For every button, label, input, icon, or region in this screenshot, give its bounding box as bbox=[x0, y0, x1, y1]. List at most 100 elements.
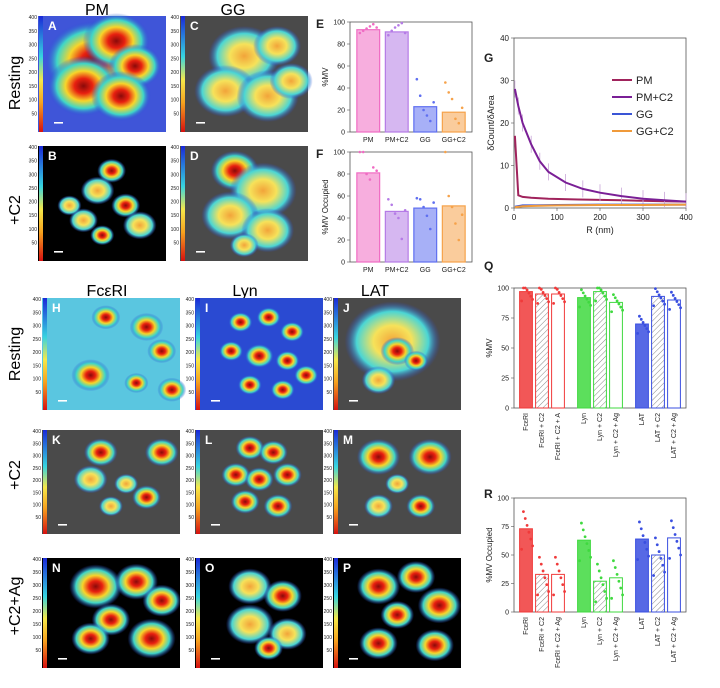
data-point bbox=[617, 579, 621, 583]
data-point bbox=[612, 559, 615, 563]
bar-fill bbox=[635, 539, 649, 612]
panel-letter: N bbox=[52, 561, 61, 575]
colorbar-tick: 250 bbox=[171, 186, 180, 192]
data-point bbox=[418, 94, 422, 97]
scale-bar bbox=[349, 524, 358, 526]
data-point bbox=[641, 321, 645, 324]
heatmap-cluster bbox=[356, 568, 401, 605]
colorbar-tick: 150 bbox=[324, 363, 333, 369]
data-point bbox=[400, 237, 404, 241]
data-point bbox=[645, 327, 649, 331]
x-tick-label: PM+C2 bbox=[385, 267, 409, 274]
colorbar bbox=[43, 558, 47, 668]
colorbar-tick: 400 bbox=[324, 429, 333, 435]
colorbar-tick: 400 bbox=[33, 429, 42, 435]
colorbar-tick: 100 bbox=[324, 377, 333, 383]
bar bbox=[667, 299, 681, 409]
colorbar-tick: 50 bbox=[31, 240, 37, 246]
heatmap-panel-b: 400 350 300 250 200 150 100 50 B bbox=[29, 145, 166, 261]
data-point bbox=[454, 222, 457, 225]
plot-frame bbox=[349, 151, 473, 263]
heatmap-cluster bbox=[244, 467, 274, 492]
colorbar-tick: 300 bbox=[33, 454, 42, 460]
data-point bbox=[454, 117, 457, 121]
colorbar-tick: 150 bbox=[324, 622, 333, 628]
heatmap-cluster bbox=[90, 225, 115, 246]
scale-bar bbox=[349, 658, 358, 660]
panel-letter: P bbox=[343, 561, 351, 575]
data-point bbox=[561, 297, 565, 301]
data-point bbox=[552, 301, 555, 305]
data-point bbox=[365, 27, 368, 30]
x-tick-label: LAT + C2 + Ag bbox=[671, 413, 678, 458]
data-point bbox=[450, 97, 454, 101]
panel-letter: K bbox=[52, 433, 61, 447]
heatmap-cluster bbox=[219, 341, 244, 362]
x-tick-label: Lyn bbox=[581, 617, 588, 628]
data-point bbox=[371, 22, 375, 26]
bar bbox=[609, 577, 623, 613]
colorbar bbox=[43, 298, 47, 410]
row-label-resting-bottom: Resting bbox=[7, 327, 24, 381]
heatmap-cluster bbox=[111, 193, 141, 218]
heatmap-cluster bbox=[147, 339, 177, 364]
data-point bbox=[371, 166, 375, 169]
heatmap-cluster bbox=[91, 305, 121, 330]
data-point bbox=[619, 305, 623, 309]
colorbar-tick: 400 bbox=[324, 557, 333, 563]
heatmap-cluster bbox=[142, 584, 181, 617]
data-point bbox=[597, 569, 601, 573]
scale-bar bbox=[54, 251, 63, 253]
panel-letter: M bbox=[343, 433, 353, 447]
bar-fill bbox=[635, 324, 649, 408]
bar bbox=[413, 106, 438, 133]
y-tick-label: 0 bbox=[341, 260, 345, 267]
data-point bbox=[605, 298, 608, 301]
data-point bbox=[639, 317, 643, 321]
data-point bbox=[673, 533, 677, 536]
data-point bbox=[563, 590, 566, 593]
data-point bbox=[652, 304, 655, 308]
colorbar-tick: 100 bbox=[186, 503, 195, 509]
data-point bbox=[415, 77, 419, 81]
data-point bbox=[661, 299, 665, 303]
heatmap-cluster bbox=[127, 618, 176, 659]
y-axis-label: %MV bbox=[321, 67, 330, 87]
x-tick-label: 200 bbox=[593, 213, 607, 222]
x-tick-label: FcεRI + C2 bbox=[539, 413, 546, 448]
colorbar-tick: 350 bbox=[324, 310, 333, 316]
heatmap-cluster bbox=[91, 71, 151, 121]
colorbar-tick: 200 bbox=[29, 200, 38, 206]
data-point bbox=[520, 547, 523, 551]
heatmap-panel-l: 400 350 300 250 200 150 100 50 L bbox=[186, 429, 323, 534]
bar bbox=[535, 293, 549, 409]
data-point bbox=[659, 557, 663, 560]
colorbar-tick: 100 bbox=[29, 227, 38, 233]
heatmap-cluster bbox=[396, 560, 436, 593]
row-label-c2-bottom: +C2 bbox=[7, 460, 24, 490]
heatmap-panel-j: 400 350 300 250 200 150 100 50 J bbox=[324, 297, 461, 410]
colorbar-tick: 100 bbox=[29, 98, 38, 104]
colorbar-tick: 200 bbox=[324, 478, 333, 484]
data-point bbox=[387, 33, 390, 37]
data-point bbox=[585, 542, 589, 545]
colorbar-tick: 250 bbox=[29, 56, 38, 62]
heatmap-cluster bbox=[364, 494, 393, 519]
bar bbox=[551, 573, 565, 613]
colorbar-tick: 250 bbox=[171, 56, 180, 62]
scale-bar bbox=[211, 658, 220, 660]
colorbar-tick: 100 bbox=[33, 635, 42, 641]
data-point bbox=[457, 121, 461, 125]
heatmap-cluster bbox=[417, 587, 462, 624]
scale-bar bbox=[196, 251, 205, 253]
heatmap-cluster bbox=[229, 233, 259, 258]
legend-label: PM bbox=[636, 75, 653, 87]
data-point bbox=[547, 300, 550, 304]
y-tick-label: 60 bbox=[337, 194, 345, 201]
heatmap-cluster bbox=[256, 307, 281, 328]
x-tick-label: LAT + C2 bbox=[655, 413, 662, 442]
panel-letter: I bbox=[205, 301, 208, 315]
data-point bbox=[641, 534, 645, 538]
data-point bbox=[671, 293, 675, 297]
legend-label: GG+C2 bbox=[636, 126, 674, 138]
